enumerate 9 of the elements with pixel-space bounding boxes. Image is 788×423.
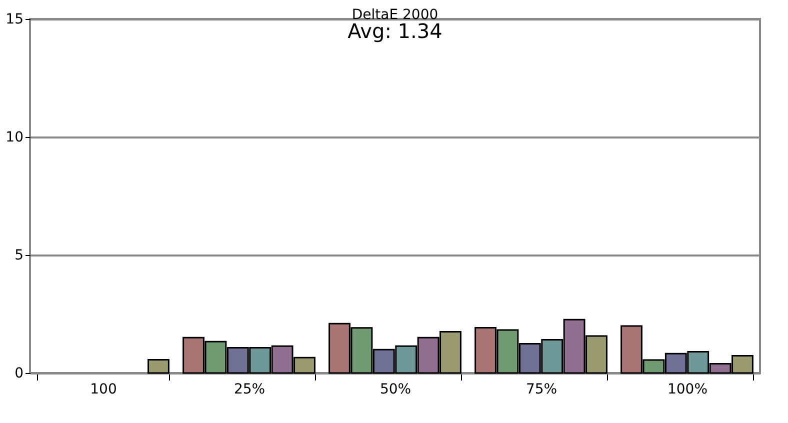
x-tick-label: 75% (526, 382, 558, 398)
y-tick-label: 15 (6, 12, 24, 28)
y-tick-label: 5 (14, 248, 24, 264)
y-tick-label: 0 (14, 366, 24, 382)
x-tick-label: 25% (234, 382, 266, 398)
x-tick-label: 50% (380, 382, 412, 398)
y-tick-label: 10 (6, 130, 24, 146)
x-tick-label: 100% (667, 382, 708, 398)
x-tick-label: 100 (90, 382, 117, 398)
